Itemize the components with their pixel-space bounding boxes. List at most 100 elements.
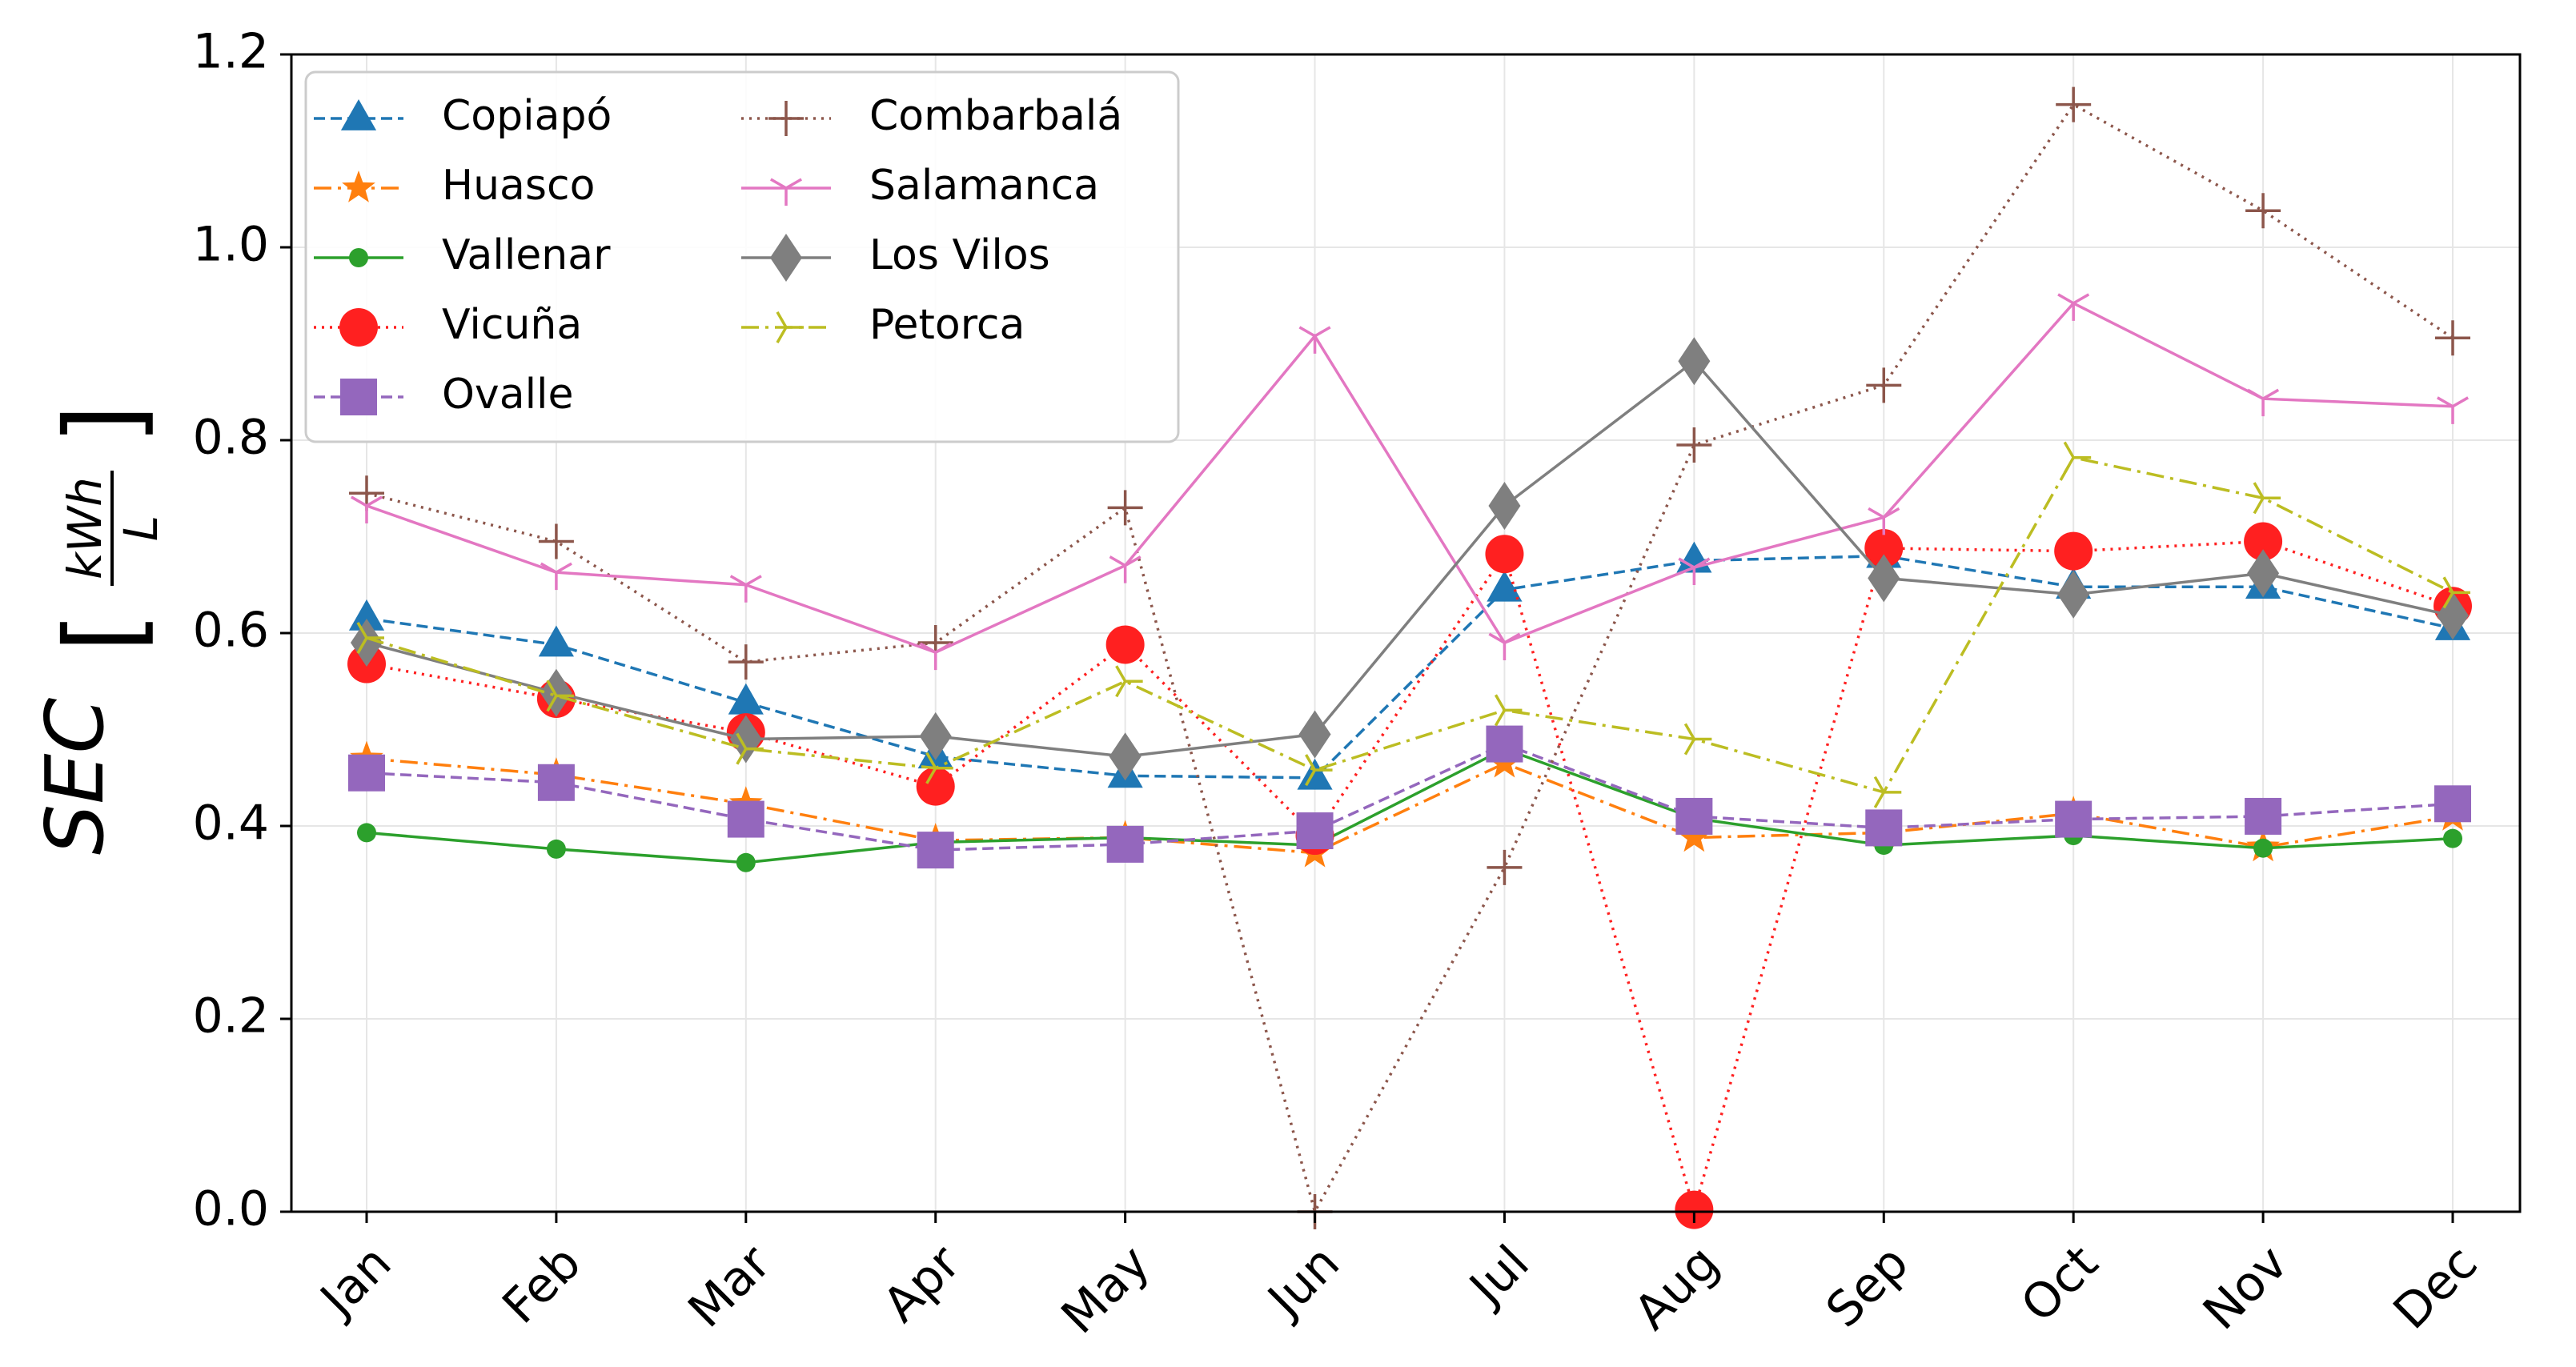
x-tick-label: Oct <box>2011 1235 2109 1333</box>
data-point-huasco <box>1677 820 1711 852</box>
data-point-petorca <box>2063 441 2092 474</box>
data-point-vallenar <box>2253 838 2273 858</box>
legend-marker-ovalle <box>340 379 377 415</box>
legend-item-combarbala: Combarbalá <box>741 92 1122 140</box>
series-line-copiapo <box>366 554 2454 780</box>
data-point-petorca <box>1494 694 1523 727</box>
series-line-combarbala <box>366 102 2454 1216</box>
legend-item-vallenar: Vallenar <box>314 231 611 279</box>
data-point-ovalle <box>2245 797 2282 835</box>
data-point-vicuna <box>1485 535 1524 574</box>
data-point-petorca <box>2442 576 2470 609</box>
legend-item-los-vilos: Los Vilos <box>741 231 1050 282</box>
data-point-ovalle <box>1296 812 1334 850</box>
data-point-salamanca <box>2247 388 2280 417</box>
data-point-petorca <box>2253 482 2281 515</box>
data-point-petorca <box>1305 754 1333 787</box>
data-point-combarbala <box>1866 367 1902 403</box>
legend-marker-los-vilos <box>770 234 802 282</box>
series-copiapo <box>348 536 2471 790</box>
data-point-combarbala <box>538 523 574 559</box>
data-point-vallenar <box>736 852 756 872</box>
y-tick-label: 1.2 <box>193 24 269 80</box>
data-point-vallenar <box>546 839 566 859</box>
data-point-vicuna <box>916 767 955 806</box>
legend-label: Vicuña <box>442 301 582 349</box>
y-tick-label: 0.2 <box>193 988 269 1044</box>
data-point-ovalle <box>917 832 954 869</box>
legend-label: Copiapó <box>442 92 612 140</box>
x-tick-label: Dec <box>2383 1235 2489 1341</box>
data-point-ovalle <box>727 800 764 838</box>
data-point-petorca <box>1873 776 1902 808</box>
legend-marker-vallenar <box>349 248 368 267</box>
data-point-petorca <box>356 622 384 655</box>
series-layer <box>347 86 2472 1229</box>
data-point-los-vilos <box>1109 732 1142 781</box>
data-point-los-vilos <box>729 715 762 764</box>
data-point-los-vilos <box>1488 481 1521 530</box>
data-point-petorca <box>1115 665 1143 698</box>
data-point-ovalle <box>1865 809 1903 847</box>
legend-label: Ovalle <box>442 371 573 419</box>
data-point-vicuna <box>2244 522 2283 561</box>
unit-numerator: kWh <box>58 477 112 579</box>
x-tick-label: Sep <box>1816 1235 1919 1338</box>
data-point-combarbala <box>1487 849 1523 885</box>
data-point-ovalle <box>2055 800 2092 838</box>
unit-bracket-right: ] <box>42 404 164 445</box>
data-point-combarbala <box>728 644 764 680</box>
legend-label: Huasco <box>442 162 595 210</box>
x-tick-label: Jan <box>308 1235 403 1329</box>
legend-marker-salamanca <box>769 178 803 206</box>
legend-item-petorca: Petorca <box>741 301 1025 349</box>
legend: Copiapó Huasco Vallenar Vicuña Ovalle Combarb… <box>304 70 1180 443</box>
legend-item-vicuna: Vicuña <box>314 301 582 349</box>
data-point-salamanca <box>350 495 383 523</box>
series-combarbala <box>349 86 2470 1229</box>
series-line-ovalle <box>366 742 2454 852</box>
legend-item-copiapo: Copiapó <box>314 92 612 140</box>
y-tick-label: 1.0 <box>193 217 269 273</box>
data-point-los-vilos <box>1868 554 1900 603</box>
data-point-salamanca <box>1488 632 1521 661</box>
y-tick-label: 0.6 <box>193 603 269 659</box>
x-tick-label: Jul <box>1457 1235 1540 1318</box>
data-point-salamanca <box>1298 326 1331 354</box>
data-point-vallenar <box>2443 828 2462 848</box>
series-line-huasco <box>366 756 2454 855</box>
data-point-salamanca <box>1678 557 1711 586</box>
y-tick-label: 0.0 <box>193 1181 269 1237</box>
legend-label: Los Vilos <box>869 231 1050 279</box>
data-point-vicuna <box>1105 625 1145 664</box>
y-axis-unit: [ kWh L ] <box>42 404 168 653</box>
data-point-vicuna <box>2054 531 2093 571</box>
x-tick-label: Jun <box>1255 1235 1350 1330</box>
x-tick-label: Mar <box>678 1235 782 1339</box>
legend-item-salamanca: Salamanca <box>741 162 1099 210</box>
data-point-ovalle <box>1106 825 1144 863</box>
data-point-combarbala <box>2056 86 2092 122</box>
data-point-los-vilos <box>1298 710 1331 759</box>
data-point-salamanca <box>2057 293 2090 321</box>
series-line-petorca <box>366 455 2454 794</box>
legend-item-huasco: Huasco <box>314 162 595 210</box>
series-line-los-vilos <box>366 359 2454 758</box>
y-axis-label: SEC [ kWh L ] <box>28 404 168 856</box>
data-point-combarbala <box>1107 490 1143 526</box>
legend-label: Petorca <box>869 301 1025 349</box>
data-point-copiapo <box>728 683 764 715</box>
data-point-ovalle <box>537 764 575 801</box>
x-tick-label: Feb <box>492 1235 592 1335</box>
data-point-ovalle <box>1675 797 1713 835</box>
data-point-petorca <box>546 679 574 712</box>
data-point-salamanca <box>729 575 762 603</box>
y-axis-label-text: SEC <box>28 698 122 856</box>
data-point-vicuna <box>1675 1190 1714 1229</box>
data-point-los-vilos <box>2247 549 2280 598</box>
series-petorca <box>356 441 2470 808</box>
legend-marker-petorca <box>776 311 804 344</box>
y-tick-label: 0.4 <box>193 796 269 852</box>
data-point-combarbala <box>2245 193 2281 229</box>
